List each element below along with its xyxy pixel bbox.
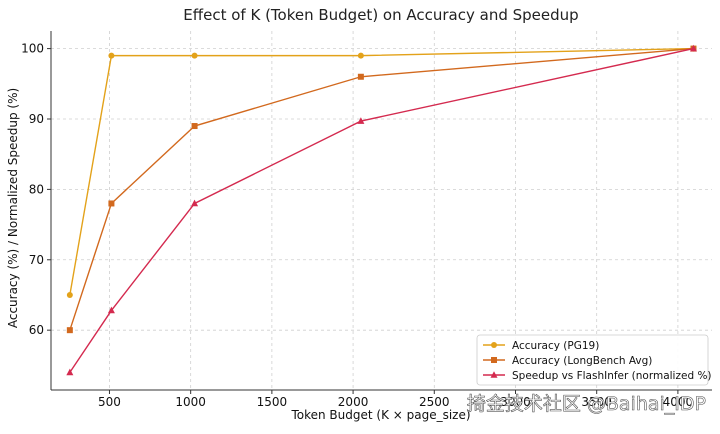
x-tick-label: 3500	[581, 395, 612, 409]
data-point	[689, 44, 697, 52]
series-line	[69, 47, 694, 296]
legend-marker	[491, 342, 497, 348]
y-tick-label: 100	[21, 42, 44, 56]
legend-marker	[490, 371, 498, 378]
legend-box	[476, 334, 709, 386]
x-tick-label: 500	[98, 395, 121, 409]
data-point	[357, 52, 364, 59]
y-tick-label: 70	[29, 253, 44, 267]
data-point	[66, 291, 73, 298]
data-point	[108, 52, 115, 59]
data-point	[191, 52, 198, 59]
legend-item: Speedup vs FlashInfer (normalized %)	[483, 370, 712, 382]
grid	[51, 31, 712, 390]
x-tick-label: 2500	[419, 395, 450, 409]
legend-marker	[491, 357, 497, 363]
y-axis-label: Accuracy (%) / Normalized Speedup (%)	[6, 88, 20, 328]
series-line	[69, 47, 694, 373]
legend: Accuracy (PG19) Accuracy (LongBench Avg) S…	[476, 334, 712, 386]
tick-labels: 500 1000 1500 2000 2500 3000 3500 4000 60 70 80 90 1…	[21, 42, 693, 409]
data-point	[357, 117, 365, 124]
data-point	[66, 368, 74, 376]
x-tick-label: 1500	[257, 395, 288, 409]
watermark: 掎金技术社区 @Baihai_IDP	[467, 393, 706, 415]
y-tick-label: 80	[29, 182, 44, 196]
legend-label: Speedup vs FlashInfer (normalized %)	[512, 370, 712, 382]
series-3	[66, 44, 697, 376]
data-point	[107, 306, 115, 314]
legend-item: Accuracy (LongBench Avg)	[483, 355, 652, 367]
data-point	[357, 73, 364, 80]
x-tick-label: 1000	[175, 395, 206, 409]
data-point	[108, 200, 115, 207]
y-tick-label: 60	[29, 323, 44, 337]
x-tick-label: 4000	[663, 395, 694, 409]
axes	[47, 31, 712, 394]
series	[66, 44, 697, 376]
legend-label: Accuracy (PG19)	[512, 340, 599, 352]
legend-label: Accuracy (LongBench Avg)	[512, 355, 652, 367]
x-tick-label: 3000	[500, 395, 531, 409]
legend-item: Accuracy (PG19)	[483, 340, 599, 352]
x-tick-label: 2000	[338, 395, 369, 409]
data-point	[191, 123, 198, 130]
data-point	[66, 327, 73, 334]
y-tick-label: 90	[29, 112, 44, 126]
data-point	[191, 199, 199, 207]
chart-title: Effect of K (Token Budget) on Accuracy a…	[183, 6, 578, 24]
x-axis-label: Token Budget (K × page_size)	[290, 408, 470, 422]
